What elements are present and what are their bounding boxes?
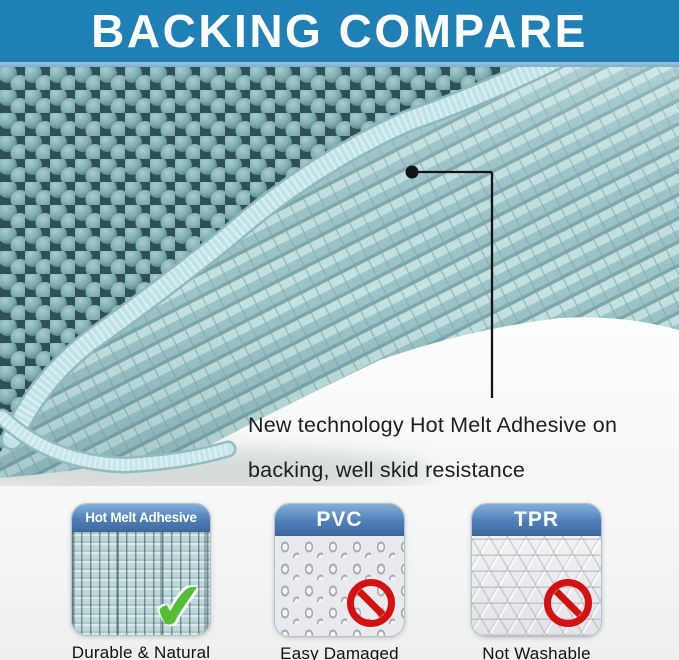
card-caption: Durable & Natural bbox=[71, 643, 211, 660]
banner-title: BACKING COMPARE bbox=[91, 5, 588, 57]
rug-pile bbox=[0, 67, 548, 452]
card-caption: Easy Damaged bbox=[280, 644, 399, 660]
banner: BACKING COMPARE bbox=[0, 0, 679, 62]
backing-comparison: Hot Melt Adhesive ✔ Durable & Natural PV… bbox=[0, 486, 679, 660]
callout-text-line2: backing, well skid resistance bbox=[248, 458, 526, 482]
card-texture-sample bbox=[275, 536, 404, 636]
rug-fold-edge bbox=[0, 408, 237, 474]
callout-text-line1: New technology Hot Melt Adhesive on bbox=[248, 413, 618, 437]
card: TPR bbox=[471, 503, 602, 637]
banner-accent-strip bbox=[0, 62, 679, 67]
comparison-card-tpr: TPR Not Washable bbox=[471, 503, 602, 660]
callout-pointer bbox=[405, 165, 494, 398]
callout-dot-icon bbox=[405, 165, 419, 179]
card: Hot Melt Adhesive ✔ bbox=[71, 503, 211, 636]
check-icon: ✔ bbox=[148, 568, 210, 636]
card-texture-sample bbox=[472, 536, 601, 636]
rug-binding-edge bbox=[0, 67, 565, 451]
callout-text: New technology Hot Melt Adhesive on back… bbox=[248, 403, 617, 493]
card-header-label: PVC bbox=[275, 504, 404, 536]
comparison-card-pvc: PVC Easy Damaged bbox=[274, 503, 405, 660]
product-photo: New technology Hot Melt Adhesive on back… bbox=[0, 67, 679, 490]
prohibition-icon bbox=[544, 579, 592, 627]
hot-melt-adhesive-texture bbox=[72, 532, 210, 635]
comparison-card-hot-melt-adhesive: Hot Melt Adhesive ✔ Durable & Natural bbox=[71, 503, 211, 660]
card: PVC bbox=[274, 503, 405, 637]
rug-photo-illustration bbox=[0, 67, 679, 490]
card-texture-sample: ✔ bbox=[72, 532, 210, 635]
prohibition-icon bbox=[347, 579, 395, 627]
card-header-label: Hot Melt Adhesive bbox=[72, 504, 210, 532]
card-header-label: TPR bbox=[472, 504, 601, 536]
card-caption: Not Washable bbox=[482, 644, 591, 660]
